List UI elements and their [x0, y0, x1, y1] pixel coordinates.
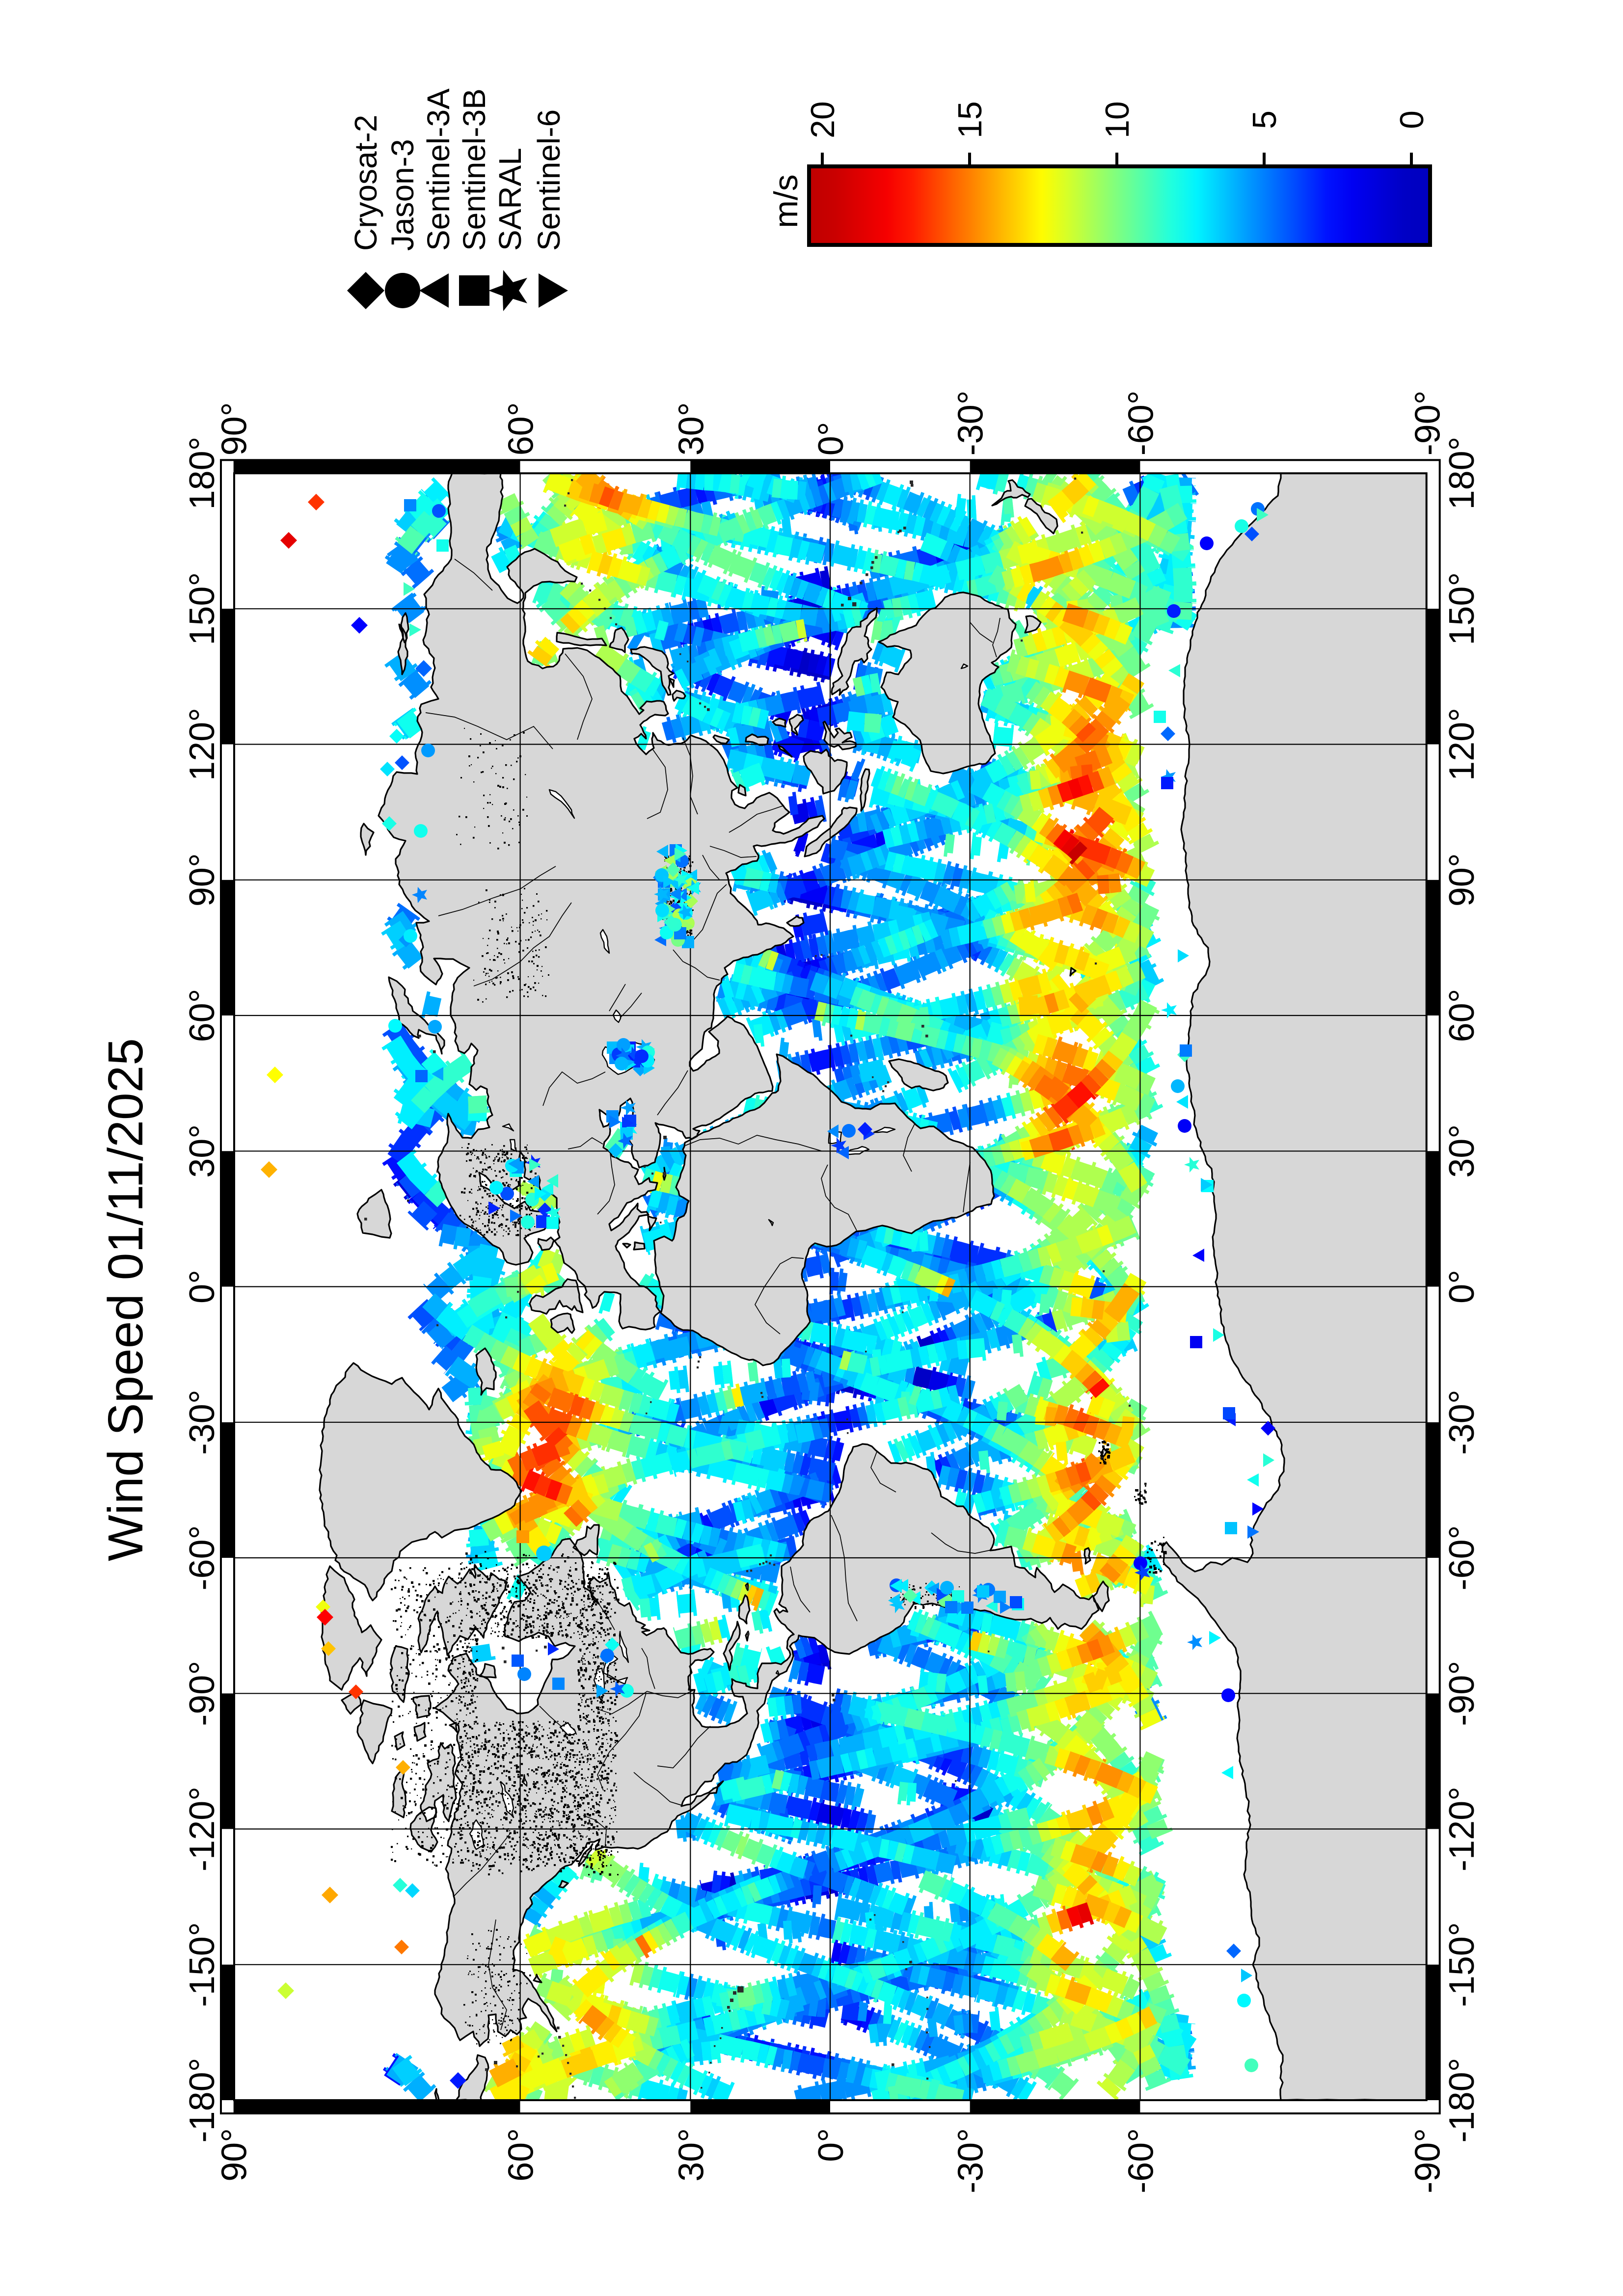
svg-text:180°: 180° — [183, 437, 222, 510]
svg-text:-30°: -30° — [1442, 1389, 1482, 1455]
svg-text:-90°: -90° — [1408, 2128, 1447, 2193]
svg-text:0: 0 — [1393, 110, 1431, 129]
svg-text:120°: 120° — [1442, 708, 1482, 781]
svg-text:-30°: -30° — [183, 1389, 222, 1455]
svg-text:120°: 120° — [183, 708, 222, 781]
svg-text:150°: 150° — [1442, 572, 1482, 645]
svg-text:10: 10 — [1099, 101, 1136, 138]
svg-text:90°: 90° — [215, 402, 254, 455]
svg-text:20: 20 — [804, 101, 841, 138]
svg-text:0°: 0° — [812, 2128, 851, 2162]
svg-text:60°: 60° — [183, 989, 222, 1042]
svg-text:60°: 60° — [1442, 989, 1482, 1042]
svg-text:90°: 90° — [183, 853, 222, 907]
svg-text:60°: 60° — [502, 2128, 541, 2182]
svg-text:-60°: -60° — [1442, 1525, 1482, 1591]
svg-text:-90°: -90° — [1442, 1661, 1482, 1726]
svg-text:Cryosat-2: Cryosat-2 — [348, 115, 383, 251]
svg-text:150°: 150° — [183, 572, 222, 645]
svg-text:-30°: -30° — [951, 390, 991, 455]
svg-text:30°: 30° — [672, 402, 711, 455]
svg-text:Wind Speed 01/11/2025: Wind Speed 01/11/2025 — [98, 1038, 153, 1561]
svg-text:-30°: -30° — [951, 2128, 991, 2193]
svg-text:30°: 30° — [672, 2128, 711, 2182]
svg-text:90°: 90° — [1442, 853, 1482, 907]
svg-text:0°: 0° — [812, 422, 851, 455]
svg-text:0°: 0° — [183, 1270, 222, 1304]
svg-text:m/s: m/s — [767, 174, 805, 228]
svg-text:-90°: -90° — [183, 1661, 222, 1726]
svg-text:Sentinel-3A: Sentinel-3A — [421, 88, 456, 251]
svg-text:-60°: -60° — [1121, 2128, 1161, 2193]
svg-text:Sentinel-6: Sentinel-6 — [531, 109, 567, 251]
svg-text:-180°: -180° — [183, 2058, 222, 2143]
svg-text:-60°: -60° — [183, 1525, 222, 1591]
svg-text:30°: 30° — [1442, 1124, 1482, 1178]
svg-text:60°: 60° — [502, 402, 541, 455]
svg-text:30°: 30° — [183, 1124, 222, 1178]
svg-text:90°: 90° — [215, 2128, 254, 2182]
svg-text:Jason-3: Jason-3 — [385, 139, 420, 251]
svg-text:-180°: -180° — [1442, 2058, 1482, 2143]
svg-text:-150°: -150° — [1442, 1922, 1482, 2007]
svg-text:180°: 180° — [1442, 437, 1482, 510]
svg-text:Sentinel-3B: Sentinel-3B — [457, 88, 492, 251]
svg-text:-150°: -150° — [183, 1922, 222, 2007]
svg-text:5: 5 — [1246, 110, 1283, 129]
svg-text:-120°: -120° — [1442, 1787, 1482, 1871]
svg-text:-90°: -90° — [1408, 390, 1447, 455]
svg-text:15: 15 — [951, 101, 989, 138]
svg-text:0°: 0° — [1442, 1270, 1482, 1304]
svg-text:-60°: -60° — [1121, 390, 1161, 455]
svg-text:SARAL: SARAL — [492, 148, 528, 251]
svg-text:-120°: -120° — [183, 1787, 222, 1871]
